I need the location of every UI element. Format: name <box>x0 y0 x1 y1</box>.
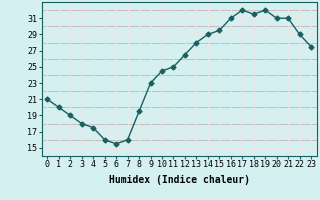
X-axis label: Humidex (Indice chaleur): Humidex (Indice chaleur) <box>109 175 250 185</box>
